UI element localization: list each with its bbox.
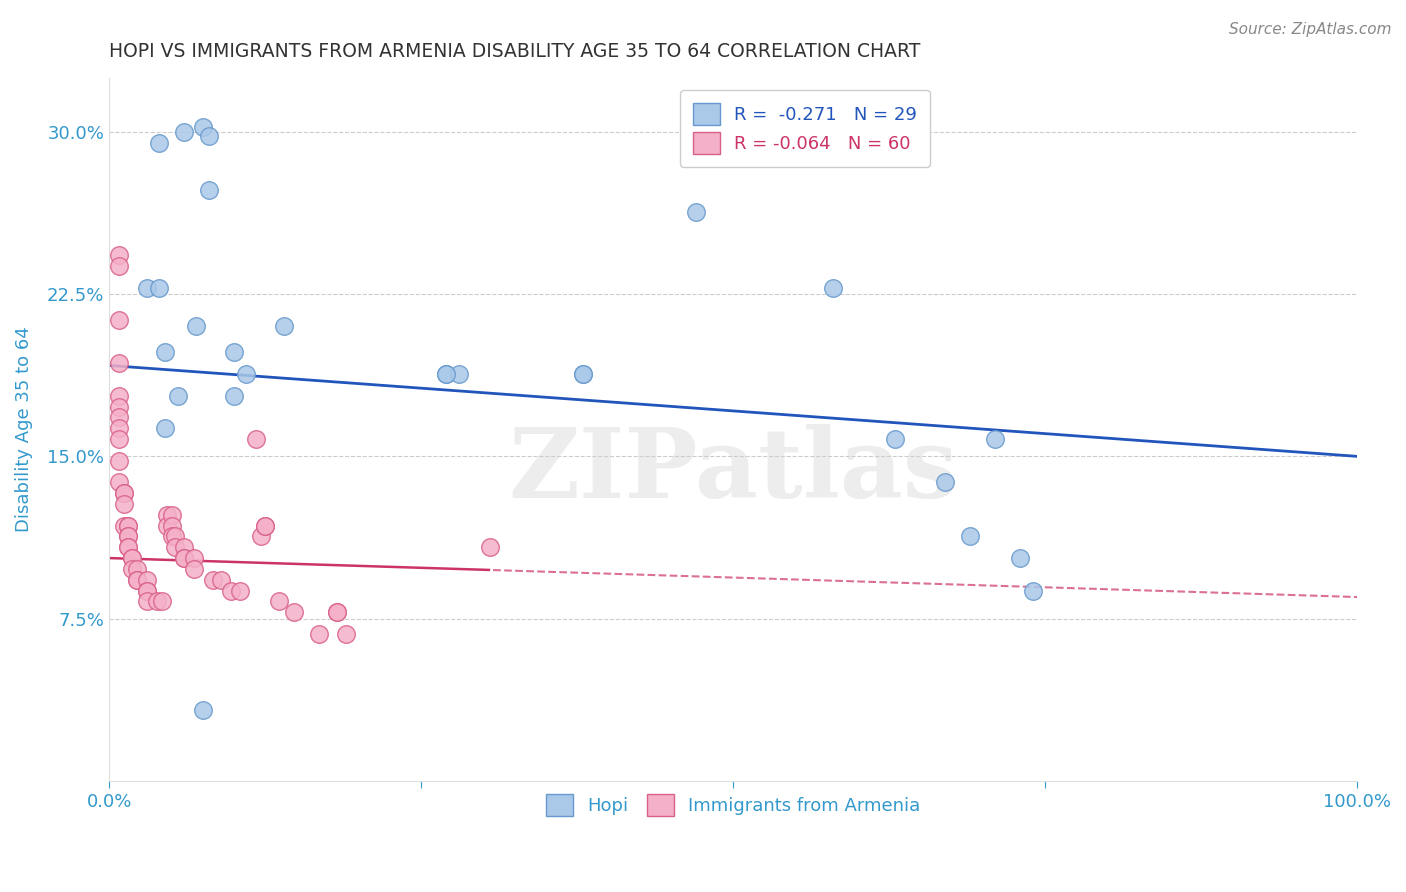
Point [198,128,221,143]
Point [326,605,349,619]
Point [186,319,208,334]
Point [478,541,501,555]
Point [125,562,148,576]
Point [222,345,245,359]
Point [160,529,183,543]
Point [173,125,195,139]
Point [326,605,349,619]
Point [183,551,205,566]
Point [173,551,195,566]
Point [222,389,245,403]
Point [135,573,157,587]
Text: Source: ZipAtlas.com: Source: ZipAtlas.com [1229,22,1392,37]
Point [335,627,357,641]
Point [135,594,157,608]
Point [1010,551,1032,566]
Point [117,518,139,533]
Point [117,529,139,543]
Point [447,367,470,381]
Point [155,345,177,359]
Point [150,594,173,608]
Legend: Hopi, Immigrants from Armenia: Hopi, Immigrants from Armenia [537,785,929,825]
Point [173,551,195,566]
Point [984,432,1007,446]
Point [155,421,177,435]
Point [229,583,252,598]
Point [135,583,157,598]
Point [125,573,148,587]
Point [145,594,167,608]
Point [112,486,135,500]
Point [959,529,981,543]
Point [267,594,290,608]
Point [165,529,187,543]
Point [273,319,295,334]
Point [821,280,844,294]
Point [572,367,595,381]
Point [685,204,707,219]
Y-axis label: Disability Age 35 to 64: Disability Age 35 to 64 [15,326,32,533]
Point [572,367,595,381]
Point [1021,583,1043,598]
Point [108,389,131,403]
Point [108,356,131,370]
Point [235,367,257,381]
Point [155,518,177,533]
Point [108,475,131,490]
Point [148,280,170,294]
Point [108,248,131,262]
Point [125,573,148,587]
Point [155,508,177,522]
Point [245,432,267,446]
Point [934,475,956,490]
Point [198,183,221,197]
Point [434,367,457,381]
Text: ZIPatlas: ZIPatlas [508,425,957,518]
Point [108,432,131,446]
Point [160,518,183,533]
Point [117,529,139,543]
Point [108,453,131,467]
Point [434,367,457,381]
Point [108,421,131,435]
Point [283,605,305,619]
Point [112,497,135,511]
Point [250,529,273,543]
Point [121,562,143,576]
Point [108,400,131,414]
Point [135,280,157,294]
Point [173,541,195,555]
Point [117,541,139,555]
Point [112,518,135,533]
Point [108,259,131,273]
Point [112,486,135,500]
Point [117,541,139,555]
Point [160,508,183,522]
Point [254,518,277,533]
Point [308,627,330,641]
Point [148,136,170,150]
Point [166,389,188,403]
Point [108,410,131,425]
Point [191,702,214,716]
Text: HOPI VS IMMIGRANTS FROM ARMENIA DISABILITY AGE 35 TO 64 CORRELATION CHART: HOPI VS IMMIGRANTS FROM ARMENIA DISABILI… [110,42,921,61]
Point [121,551,143,566]
Point [121,551,143,566]
Point [191,120,214,135]
Point [117,518,139,533]
Point [221,583,243,598]
Point [183,562,205,576]
Point [884,432,907,446]
Point [254,518,277,533]
Point [209,573,232,587]
Point [201,573,224,587]
Point [135,583,157,598]
Point [165,541,187,555]
Point [108,313,131,327]
